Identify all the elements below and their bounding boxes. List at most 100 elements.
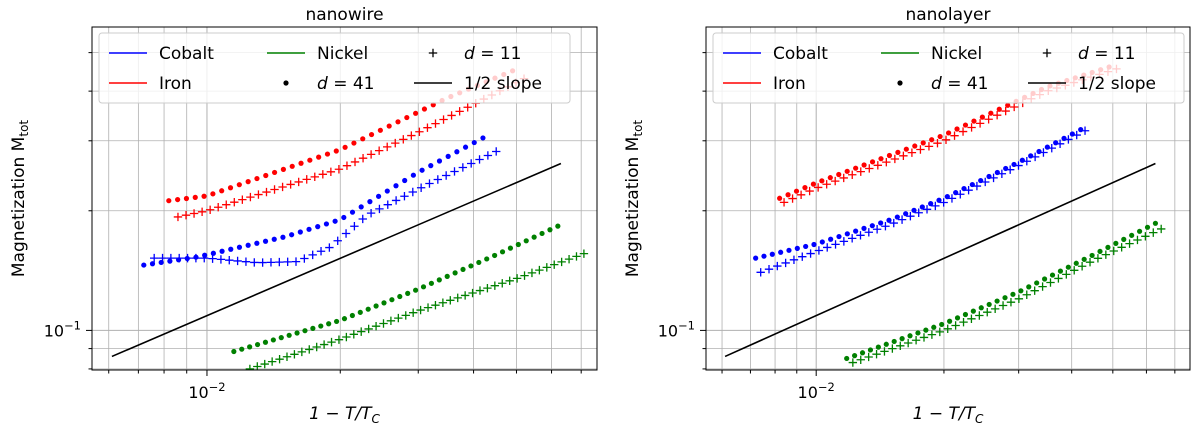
legend-label: d = 11 [464, 44, 521, 64]
data-point [377, 127, 383, 133]
data-point [882, 157, 891, 167]
y-tick-label: 10−1 [44, 318, 81, 340]
data-point [483, 151, 493, 160]
data-point [848, 358, 858, 367]
data-point [227, 185, 234, 191]
data-point [307, 157, 313, 163]
data-point [811, 241, 817, 248]
data-point [950, 131, 959, 140]
data-point [266, 258, 276, 267]
data-point [200, 253, 209, 263]
data-point [1057, 268, 1064, 274]
data-point [990, 304, 1000, 314]
data-point [490, 281, 500, 290]
data-point [446, 296, 455, 305]
data-point [298, 160, 304, 166]
data-point [844, 168, 850, 174]
data-point [408, 308, 418, 317]
data-point [189, 209, 199, 218]
data-point [947, 194, 957, 203]
data-point [233, 256, 242, 266]
legend-label: Iron [773, 74, 806, 94]
data-point [984, 115, 993, 124]
legend-label: Cobalt [159, 44, 214, 64]
data-point [873, 161, 883, 170]
data-point [319, 340, 329, 349]
data-point [460, 266, 466, 273]
legend-entry-2: Nickel [267, 44, 368, 64]
data-point [891, 338, 897, 345]
data-point [853, 228, 859, 234]
data-point [1009, 102, 1019, 112]
data-point [962, 122, 969, 128]
data-point [881, 222, 890, 231]
data-point [262, 339, 269, 345]
data-point [282, 352, 292, 361]
data-point [928, 201, 934, 207]
data-point [308, 250, 317, 260]
data-point [476, 259, 482, 266]
data-point [958, 127, 968, 136]
data-point [507, 245, 514, 251]
data-point [997, 169, 1007, 178]
data-point [452, 270, 458, 276]
data-point [498, 279, 507, 288]
data-point [175, 196, 181, 203]
data-point [210, 250, 216, 256]
data-point [254, 175, 260, 182]
data-point [872, 225, 882, 234]
data-point [1089, 252, 1095, 259]
data-point [395, 119, 401, 125]
data-point [341, 229, 351, 238]
legend-label: Iron [159, 74, 192, 94]
data-point [803, 243, 809, 250]
data-point [394, 313, 403, 323]
series-cobalt-d41 [141, 135, 486, 268]
data-point [278, 182, 287, 192]
data-point [302, 328, 308, 334]
data-point [1002, 295, 1008, 301]
data-point [350, 157, 360, 167]
data-point [1036, 148, 1042, 155]
data-point [351, 140, 357, 146]
data-point [756, 268, 765, 277]
data-point [1049, 272, 1056, 278]
data-point [1026, 284, 1032, 290]
data-point [1028, 153, 1034, 159]
data-point [149, 253, 159, 263]
data-point [254, 190, 263, 199]
data-point [247, 344, 253, 350]
data-point [998, 301, 1008, 310]
data-point [205, 205, 215, 214]
data-point [349, 209, 356, 215]
data-point [455, 107, 464, 116]
data-point [798, 252, 807, 261]
data-point [326, 321, 332, 327]
plot-frame [705, 26, 1191, 371]
data-point [890, 154, 900, 164]
data-point [1073, 260, 1079, 266]
data-point [915, 330, 921, 336]
legend: Cobalt Iron Nickel d = 41 d = 11 1/2 slope [98, 32, 571, 104]
data-point [334, 165, 344, 174]
data-point [531, 234, 537, 240]
data-point [373, 303, 379, 309]
legend-entry-1: Iron [109, 74, 192, 94]
data-point [856, 355, 865, 364]
data-point [864, 228, 874, 237]
data-point [463, 103, 472, 112]
data-point [951, 321, 960, 330]
data-point [994, 298, 1000, 304]
data-point [428, 280, 435, 286]
data-point [262, 187, 271, 197]
legend-entry-3: d = 41 [283, 74, 374, 94]
data-point [989, 173, 998, 183]
data-point [844, 231, 850, 237]
data-point [964, 185, 973, 195]
data-point [294, 177, 303, 187]
data-point [899, 336, 905, 342]
data-point [919, 333, 929, 342]
legend-frame [98, 32, 571, 104]
data-point [967, 123, 976, 132]
data-point [1047, 143, 1056, 153]
